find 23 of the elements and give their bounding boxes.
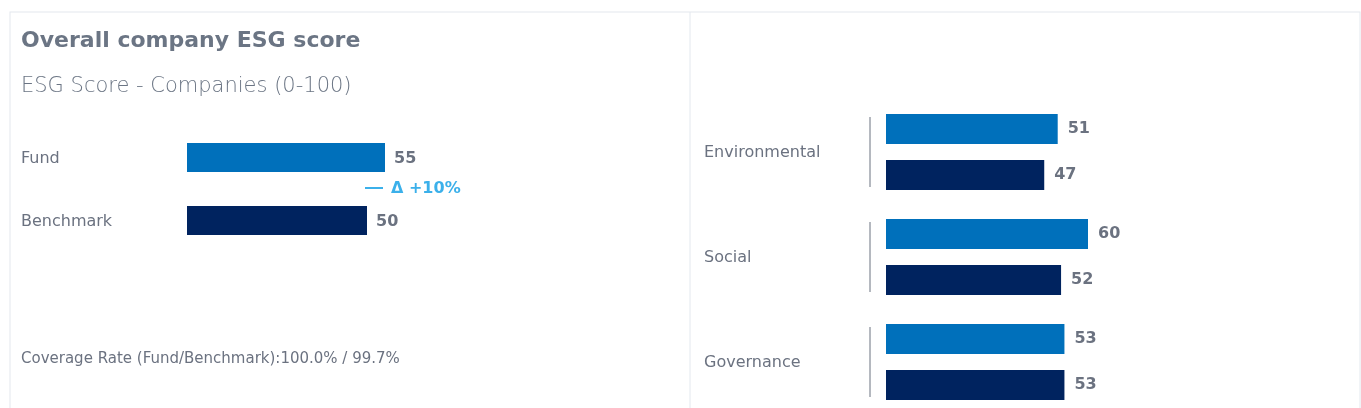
bar xyxy=(886,370,1065,400)
data-label: 60 xyxy=(1098,222,1121,242)
data-label: 51 xyxy=(1067,117,1090,137)
y-tick-label: Governance xyxy=(704,351,801,371)
y-tick-label: Fund xyxy=(21,147,60,167)
data-label: 55 xyxy=(394,147,417,167)
bar xyxy=(886,114,1058,144)
y-tick-label: Social xyxy=(704,246,752,266)
bar xyxy=(886,219,1088,249)
data-label: 47 xyxy=(1054,163,1077,183)
data-label: 52 xyxy=(1071,268,1094,288)
data-label: 53 xyxy=(1074,373,1097,393)
y-tick-label: Benchmark xyxy=(21,210,113,230)
data-label: 53 xyxy=(1074,327,1097,347)
y-tick-label: Environmental xyxy=(704,141,821,161)
bar xyxy=(886,265,1062,295)
chart-title: Overall company ESG score xyxy=(21,27,361,52)
data-label: 50 xyxy=(376,210,399,230)
text: Δ +10% xyxy=(391,177,461,197)
bar xyxy=(886,324,1065,354)
chart-subtitle: ESG Score - Companies (0-100) xyxy=(21,73,352,97)
bar xyxy=(886,160,1045,190)
text: Coverage Rate (Fund/Benchmark):100.0% / 99.7% xyxy=(21,348,400,367)
